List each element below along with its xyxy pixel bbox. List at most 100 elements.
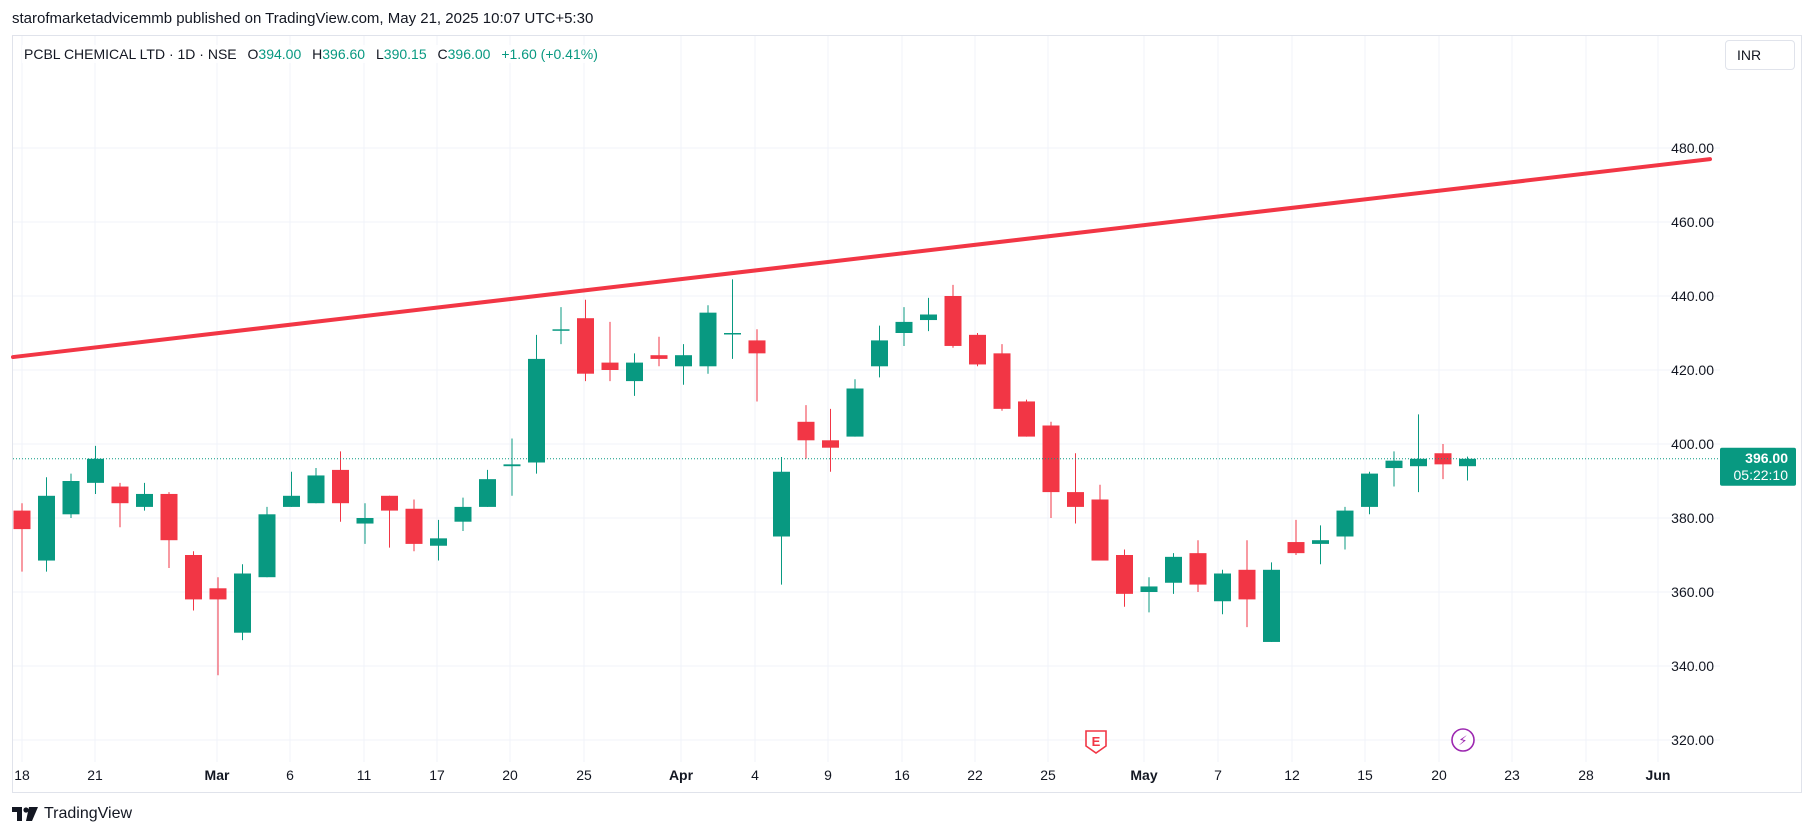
candle — [773, 471, 790, 537]
last-price-badge — [1720, 447, 1796, 486]
candle — [1410, 458, 1427, 467]
candle — [1165, 556, 1182, 583]
x-tick-label: 11 — [357, 767, 372, 783]
candle — [62, 481, 80, 515]
x-tick-label: Mar — [205, 767, 230, 783]
y-tick-label: 440.00 — [1671, 288, 1714, 304]
x-tick-label: 7 — [1214, 767, 1222, 783]
candle — [1312, 540, 1329, 544]
candle — [1336, 510, 1354, 537]
candle — [601, 362, 619, 370]
x-tick-label: 20 — [502, 767, 518, 783]
y-tick-label: 340.00 — [1671, 658, 1714, 674]
candle — [479, 479, 496, 507]
close-value: 396.00 — [447, 46, 491, 62]
x-tick-label: 17 — [429, 767, 445, 783]
candle — [405, 508, 423, 544]
candle — [136, 493, 153, 507]
candle — [1091, 499, 1109, 561]
y-tick-label: 420.00 — [1671, 362, 1714, 378]
candle — [1214, 573, 1231, 602]
candle — [920, 314, 937, 321]
low-label: L — [375, 46, 384, 62]
x-tick-label: Apr — [669, 767, 694, 783]
change-value: +1.60 (+0.41%) — [501, 46, 598, 62]
candle — [724, 333, 741, 335]
candle — [38, 495, 55, 561]
open-value: 394.00 — [258, 46, 302, 62]
y-tick-label: 320.00 — [1671, 732, 1714, 748]
candle — [185, 555, 202, 600]
candle — [748, 340, 766, 354]
candle — [332, 469, 349, 504]
dividend-marker-label: ⚡ — [1458, 734, 1467, 749]
candle — [552, 329, 570, 331]
candle — [1189, 553, 1207, 585]
publisher-line: starofmarketadvicemmb published on Tradi… — [12, 10, 594, 27]
candle — [1140, 586, 1158, 592]
y-tick-label: 400.00 — [1671, 436, 1714, 452]
brand-name: TradingView — [44, 805, 133, 822]
bar-countdown: 05:22:10 — [1734, 467, 1789, 483]
candle — [846, 388, 864, 437]
candle — [307, 475, 325, 504]
candle — [430, 538, 447, 546]
candle — [111, 486, 129, 504]
candle — [699, 312, 717, 367]
candle — [160, 493, 178, 541]
x-tick-label: 22 — [967, 767, 983, 783]
y-tick-label: 380.00 — [1671, 510, 1714, 526]
candle — [895, 321, 913, 333]
candle — [993, 353, 1011, 409]
x-tick-label: May — [1130, 767, 1157, 783]
candle — [283, 495, 300, 507]
candle — [356, 518, 374, 524]
candle — [87, 458, 104, 483]
x-tick-label: 18 — [14, 767, 30, 783]
close-label: C — [437, 46, 448, 62]
last-price-label: 396.00 — [1745, 450, 1788, 466]
candle — [626, 362, 643, 382]
candle — [822, 440, 839, 448]
tradingview-logo-icon — [12, 807, 38, 821]
candle — [1361, 473, 1378, 507]
x-tick-label: Jun — [1646, 767, 1671, 783]
candle — [381, 495, 398, 511]
candle — [675, 355, 692, 367]
x-tick-label: 25 — [576, 767, 592, 783]
x-tick-label: 12 — [1284, 767, 1300, 783]
x-tick-label: 28 — [1578, 767, 1594, 783]
x-tick-label: 20 — [1431, 767, 1447, 783]
ohlc-legend: PCBL CHEMICAL LTD · 1D · NSE O394.00 H39… — [22, 45, 600, 63]
x-tick-label: 15 — [1357, 767, 1373, 783]
earnings-icon — [1085, 730, 1107, 754]
candle — [234, 573, 251, 633]
candle — [13, 510, 31, 530]
candle — [1067, 492, 1084, 507]
candle — [1116, 555, 1133, 594]
candle — [258, 514, 276, 578]
tradingview-logo[interactable]: TradingView — [12, 805, 132, 823]
candle — [871, 340, 888, 367]
x-tick-label: 23 — [1504, 767, 1520, 783]
candle — [1238, 569, 1256, 600]
symbol-title[interactable]: PCBL CHEMICAL LTD · 1D · NSE — [24, 46, 237, 62]
currency-button[interactable]: INR — [1725, 40, 1795, 70]
candle — [577, 318, 594, 374]
candle — [650, 355, 668, 359]
candle — [969, 334, 986, 365]
candle — [1018, 401, 1035, 437]
x-tick-label: 9 — [824, 767, 832, 783]
candle — [797, 421, 815, 441]
high-value: 396.60 — [322, 46, 366, 62]
candle — [1263, 569, 1280, 642]
candle — [1385, 460, 1403, 469]
low-value: 390.15 — [383, 46, 427, 62]
candle — [1459, 458, 1476, 467]
chart-frame — [12, 35, 1802, 793]
earnings-marker-label: E — [1092, 734, 1101, 749]
open-label: O — [247, 46, 259, 62]
trendline — [11, 157, 1712, 360]
dividend-icon — [1451, 728, 1475, 752]
